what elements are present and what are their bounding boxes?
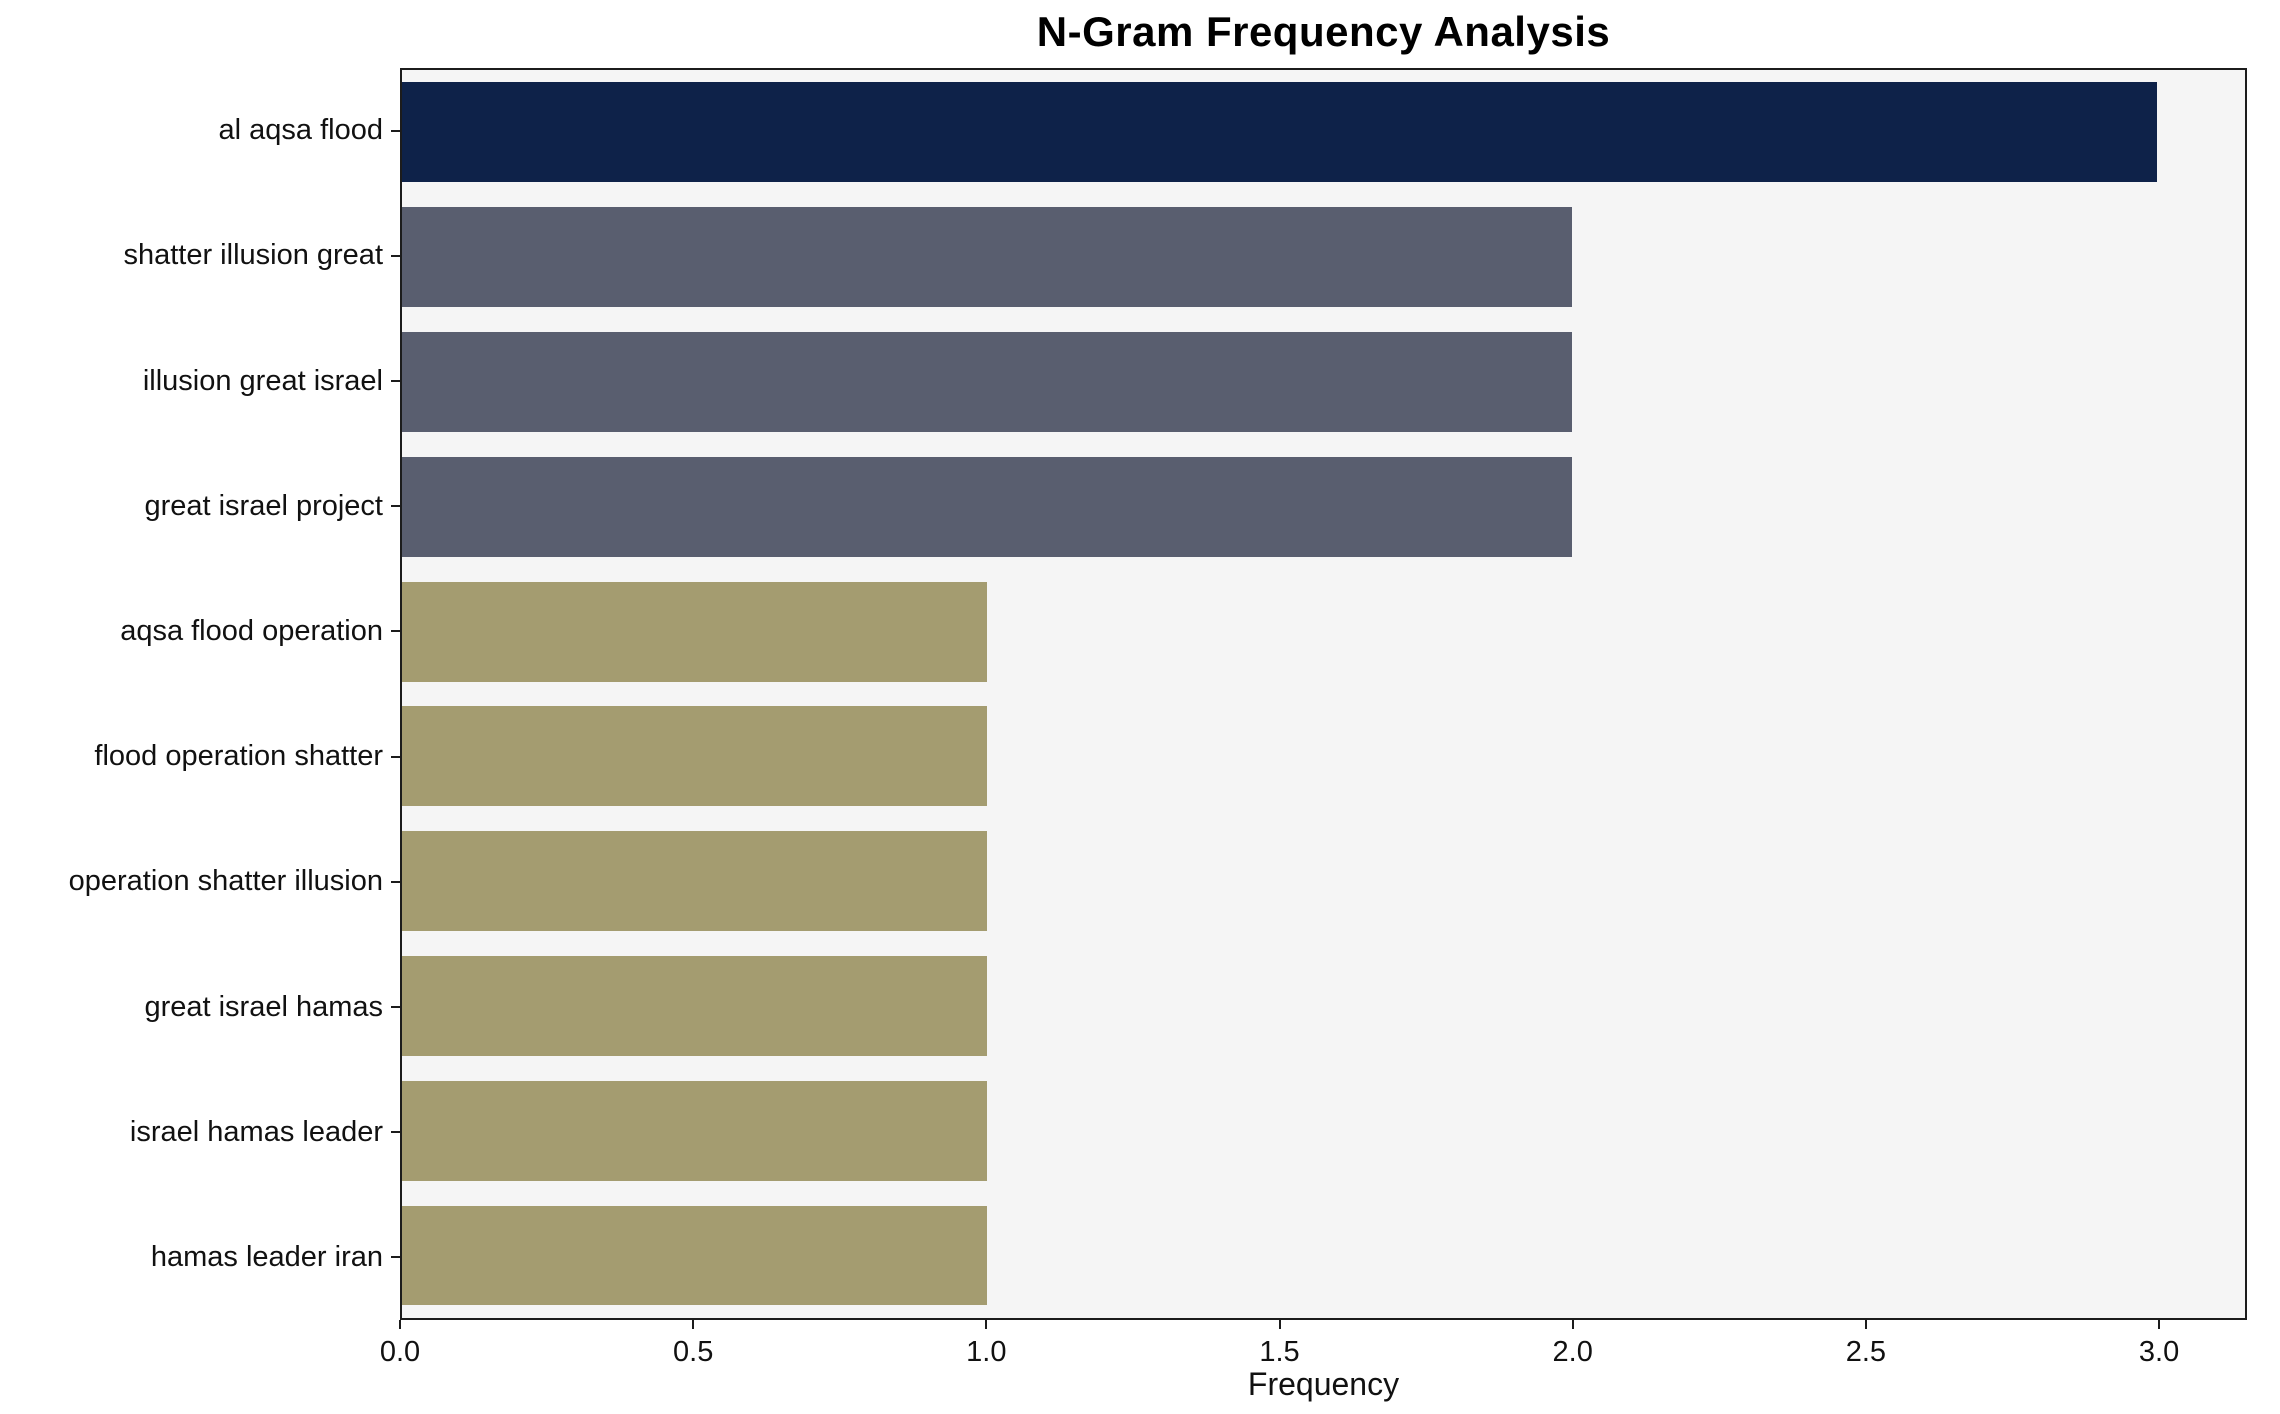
chart-title: N-Gram Frequency Analysis bbox=[1036, 8, 1611, 55]
x-tick-label: 2.0 bbox=[1552, 1336, 1593, 1368]
bar-8 bbox=[402, 1080, 988, 1181]
x-axis-label: Frequency bbox=[1247, 1366, 1400, 1402]
y-tick bbox=[391, 505, 400, 508]
x-tick-label: 1.5 bbox=[1259, 1336, 1300, 1368]
bar-6 bbox=[402, 831, 988, 932]
y-tick-row: aqsa flood operation bbox=[0, 569, 400, 694]
bar-row bbox=[402, 944, 2245, 1069]
bar-row bbox=[402, 70, 2245, 195]
y-tick-label: great israel project bbox=[144, 489, 383, 522]
y-tick bbox=[391, 254, 400, 257]
x-tick bbox=[399, 1320, 401, 1329]
y-tick bbox=[391, 630, 400, 633]
y-tick-row: flood operation shatter bbox=[0, 694, 400, 819]
y-tick-label: illusion great israel bbox=[142, 364, 383, 397]
x-tick bbox=[1571, 1320, 1574, 1329]
bar-row bbox=[402, 1068, 2245, 1193]
x-tick-label: 3.0 bbox=[2138, 1336, 2180, 1368]
x-tick bbox=[1278, 1320, 1281, 1329]
x-tick-label: 0.0 bbox=[379, 1336, 421, 1368]
y-tick-row: operation shatter illusion bbox=[0, 819, 400, 944]
plot-area bbox=[400, 68, 2247, 1320]
y-tick-row: shatter illusion great bbox=[0, 193, 400, 318]
bar-row bbox=[402, 195, 2245, 320]
y-tick bbox=[391, 380, 400, 382]
y-tick-label: hamas leader iran bbox=[150, 1240, 383, 1273]
x-tick-label: 1.0 bbox=[966, 1336, 1007, 1368]
x-tick bbox=[1864, 1320, 1867, 1329]
y-tick-row: great israel hamas bbox=[0, 944, 400, 1069]
y-tick bbox=[391, 755, 400, 758]
y-tick-label: flood operation shatter bbox=[94, 740, 383, 773]
bar-2 bbox=[402, 332, 1573, 432]
y-tick-row: illusion great israel bbox=[0, 318, 400, 443]
y-tick-label: operation shatter illusion bbox=[68, 865, 383, 898]
bar-3 bbox=[402, 456, 1573, 557]
bar-5 bbox=[402, 706, 988, 807]
y-tick-label: al aqsa flood bbox=[218, 114, 383, 147]
y-tick-row: al aqsa flood bbox=[0, 68, 400, 193]
x-tick-label: 0.5 bbox=[673, 1336, 714, 1368]
bar-0 bbox=[402, 82, 2158, 183]
y-tick-label: great israel hamas bbox=[144, 990, 383, 1023]
x-tick bbox=[2158, 1320, 2161, 1329]
y-tick bbox=[391, 1006, 400, 1009]
y-tick-label: shatter illusion great bbox=[123, 239, 383, 272]
y-tick bbox=[391, 129, 400, 132]
x-tick bbox=[985, 1320, 988, 1329]
y-tick-label: israel hamas leader bbox=[129, 1115, 383, 1148]
y-tick-row: israel hamas leader bbox=[0, 1070, 400, 1195]
bar-row bbox=[402, 694, 2245, 819]
bar-row bbox=[402, 819, 2245, 944]
x-axis: 0.0 0.5 1.0 1.5 2.0 2.5 3.0 bbox=[380, 1320, 2247, 1390]
y-tick bbox=[391, 880, 400, 883]
bar-row bbox=[402, 1193, 2245, 1318]
y-tick-row: great israel project bbox=[0, 444, 400, 569]
y-tick-row: hamas leader iran bbox=[0, 1195, 400, 1320]
bar-row bbox=[402, 444, 2245, 569]
bar-row bbox=[402, 320, 2245, 445]
x-tick bbox=[692, 1320, 695, 1329]
bar-4 bbox=[402, 581, 988, 682]
bar-7 bbox=[402, 956, 988, 1056]
y-tick bbox=[391, 1131, 400, 1134]
bar-1 bbox=[402, 207, 1573, 308]
bar-row bbox=[402, 569, 2245, 694]
x-tick-label: 2.5 bbox=[1845, 1336, 1887, 1368]
y-tick bbox=[391, 1256, 400, 1259]
y-axis: al aqsa flood shatter illusion great illus… bbox=[0, 68, 400, 1320]
y-tick-label: aqsa flood operation bbox=[120, 614, 383, 647]
bar-9 bbox=[402, 1205, 988, 1306]
